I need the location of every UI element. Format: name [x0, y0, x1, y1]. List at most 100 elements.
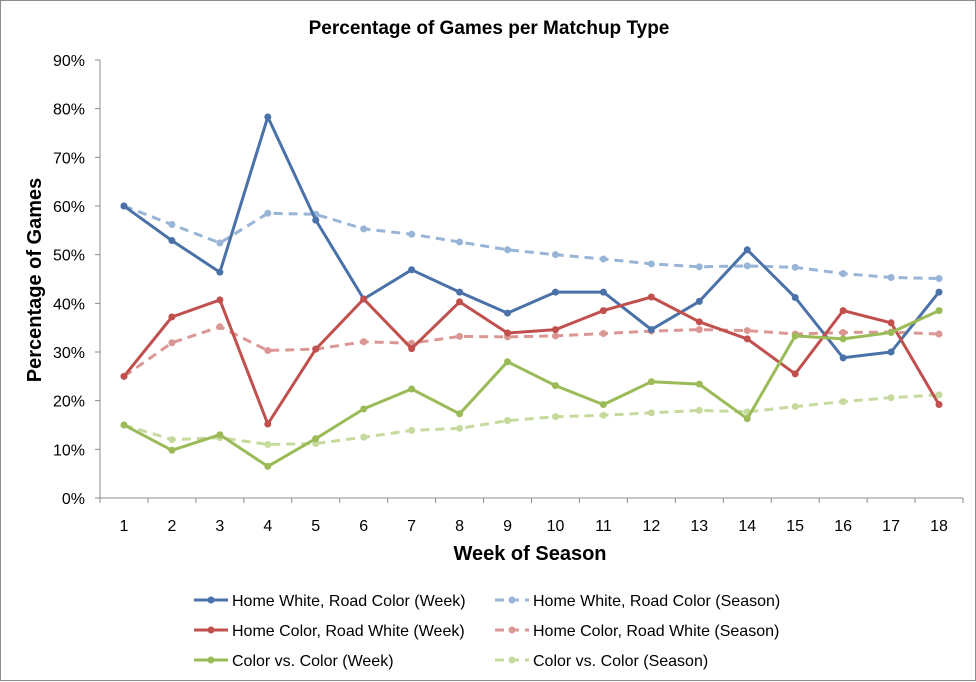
- data-point: [168, 446, 176, 454]
- legend-marker: [508, 596, 516, 604]
- data-point: [551, 413, 559, 421]
- data-point: [647, 378, 655, 386]
- data-point: [935, 401, 943, 409]
- data-point: [360, 338, 368, 346]
- data-point: [504, 309, 512, 317]
- data-point: [551, 326, 559, 334]
- legend-label: Color vs. Color (Season): [533, 653, 708, 670]
- data-point: [599, 411, 607, 419]
- y-tick-label: 70%: [53, 150, 85, 167]
- data-point: [887, 348, 895, 356]
- x-tick-label: 11: [595, 518, 612, 535]
- data-point: [791, 403, 799, 411]
- legend-label: Home Color, Road White (Season): [533, 623, 779, 640]
- data-point: [504, 329, 512, 337]
- series-line: [123, 204, 940, 280]
- y-tick-label: 10%: [53, 442, 85, 459]
- x-tick-label: 7: [407, 518, 416, 535]
- data-point: [216, 239, 224, 247]
- x-tick-label: 15: [786, 518, 804, 535]
- data-point: [456, 332, 464, 340]
- data-point: [599, 401, 607, 409]
- data-point: [551, 251, 559, 259]
- data-point: [791, 293, 799, 301]
- x-tick-label: 17: [882, 518, 900, 535]
- data-point: [456, 424, 464, 432]
- x-tick-label: 14: [738, 518, 756, 535]
- y-tick-label: 80%: [53, 102, 85, 119]
- data-point: [504, 417, 512, 425]
- legend-label: Color vs. Color (Week): [232, 653, 394, 670]
- x-tick-label: 3: [215, 518, 224, 535]
- data-point: [743, 415, 751, 423]
- x-axis-title: Week of Season: [453, 543, 606, 565]
- data-point: [216, 268, 224, 276]
- x-tick-label: 6: [359, 518, 368, 535]
- y-tick-label: 40%: [53, 296, 85, 313]
- data-point: [456, 410, 464, 418]
- data-point: [456, 288, 464, 296]
- data-point: [695, 263, 703, 271]
- data-point: [647, 260, 655, 268]
- data-point: [647, 409, 655, 417]
- data-point: [839, 354, 847, 362]
- x-tick-label: 4: [263, 518, 272, 535]
- legend-item: Home Color, Road White (Season): [495, 623, 779, 640]
- data-point: [791, 332, 799, 340]
- legend-item: Home White, Road Color (Week): [194, 593, 466, 610]
- series-4: [120, 307, 943, 470]
- data-point: [312, 216, 320, 224]
- legend-item: Color vs. Color (Season): [495, 653, 708, 670]
- data-point: [264, 420, 272, 428]
- data-point: [264, 113, 272, 121]
- data-point: [360, 405, 368, 413]
- x-tick-label: 1: [120, 518, 129, 535]
- data-point: [360, 295, 368, 303]
- x-tick-labels: 1 2 3 4 5 6 7 8 9 10 11 12 13 14 15 16 17 18: [120, 518, 949, 535]
- data-point: [168, 237, 176, 245]
- y-tick-label: 60%: [53, 199, 85, 216]
- data-point: [168, 339, 176, 347]
- data-point: [743, 327, 751, 335]
- data-point: [743, 262, 751, 270]
- data-point: [504, 246, 512, 254]
- data-point: [264, 347, 272, 355]
- x-tick-label: 5: [311, 518, 320, 535]
- legend: Home White, Road Color (Week) Home White,…: [194, 593, 780, 670]
- series-line: [123, 115, 941, 360]
- data-point: [264, 440, 272, 448]
- legend-marker: [207, 626, 215, 634]
- y-tick-label: 0%: [62, 491, 85, 508]
- data-point: [456, 238, 464, 246]
- data-point: [120, 202, 128, 210]
- data-point: [599, 255, 607, 263]
- data-point: [168, 313, 176, 321]
- legend-marker: [508, 626, 516, 634]
- x-tick-label: 8: [455, 518, 464, 535]
- legend-label: Home White, Road Color (Week): [232, 593, 466, 610]
- legend-item: Color vs. Color (Week): [194, 653, 394, 670]
- data-point: [935, 275, 943, 283]
- legend-label: Home White, Road Color (Season): [533, 593, 780, 610]
- data-point: [599, 330, 607, 338]
- data-point: [695, 406, 703, 414]
- y-tick-label: 20%: [53, 394, 85, 411]
- legend-label: Home Color, Road White (Week): [232, 623, 465, 640]
- y-tick-labels: 0% 10% 20% 30% 40% 50% 60% 70% 80% 90%: [53, 53, 85, 508]
- data-point: [216, 431, 224, 439]
- data-point: [504, 358, 512, 366]
- legend-item: Home White, Road Color (Season): [495, 593, 780, 610]
- data-point: [312, 439, 320, 447]
- x-tick-label: 13: [690, 518, 708, 535]
- axes: [95, 59, 964, 503]
- data-point: [408, 230, 416, 238]
- data-point: [408, 385, 416, 393]
- series-2: [120, 293, 943, 428]
- series-line: [123, 325, 940, 378]
- data-point: [743, 335, 751, 343]
- x-tick-label: 10: [547, 518, 565, 535]
- data-point: [216, 323, 224, 331]
- series-line: [123, 309, 940, 468]
- series-3: [120, 323, 943, 380]
- data-point: [839, 335, 847, 343]
